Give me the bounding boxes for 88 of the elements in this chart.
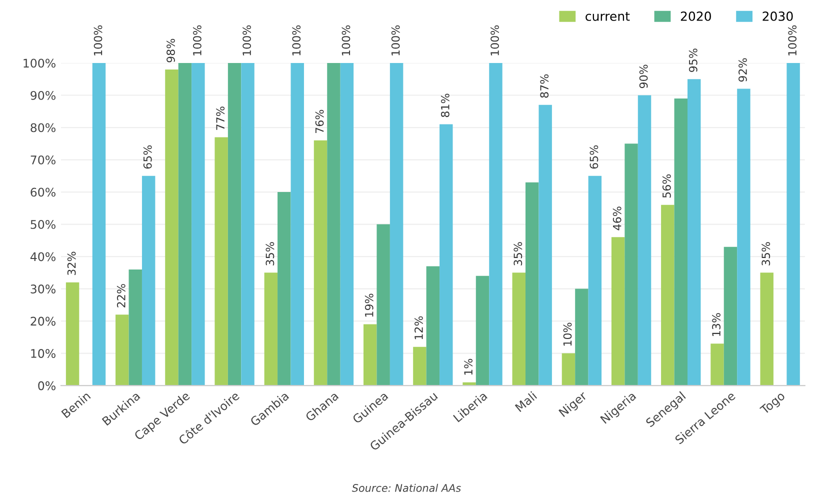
data-label: 100%: [342, 25, 350, 56]
data-label: 100%: [788, 25, 797, 56]
bar: [413, 346, 426, 386]
bar: [476, 276, 490, 386]
bar: [340, 63, 354, 386]
data-label: 22%: [116, 284, 126, 308]
x-tick-label: Togo: [759, 391, 787, 417]
y-tick-label: 100%: [24, 58, 56, 68]
data-label: 98%: [166, 38, 175, 62]
data-label: 10%: [563, 322, 572, 346]
y-tick-label: 30%: [30, 284, 56, 294]
bar: [178, 63, 192, 386]
y-tick-label: 40%: [30, 252, 56, 262]
bar: [624, 144, 638, 386]
bar: [278, 192, 291, 386]
y-tick-label: 20%: [30, 316, 56, 326]
bar: [92, 63, 106, 386]
data-label: 76%: [315, 110, 324, 134]
bar: [363, 324, 377, 386]
bar: [512, 272, 526, 386]
data-label: 100%: [193, 25, 202, 56]
bar: [638, 95, 652, 386]
data-label: 56%: [662, 174, 671, 198]
bar: [66, 282, 80, 386]
data-label: 65%: [143, 145, 152, 169]
data-label: 95%: [688, 48, 698, 72]
data-label: 19%: [364, 294, 374, 317]
data-label: 35%: [266, 242, 274, 266]
y-tick-label: 80%: [30, 123, 56, 132]
bar: [724, 246, 738, 386]
data-label: 100%: [391, 25, 400, 56]
data-label: 13%: [712, 313, 720, 336]
data-label: 87%: [540, 74, 549, 98]
legend-label: current: [586, 12, 630, 21]
bar: [525, 182, 539, 386]
data-label: 46%: [612, 206, 622, 230]
data-label: 100%: [94, 25, 102, 56]
data-label: 35%: [514, 242, 522, 266]
data-label: 1%: [464, 358, 473, 375]
bar: [562, 353, 576, 386]
y-tick-label: 70%: [30, 155, 56, 164]
data-label: 81%: [440, 94, 450, 118]
bar: [661, 204, 674, 386]
bar: [688, 79, 701, 386]
bar: [575, 288, 588, 386]
bar: [165, 69, 178, 386]
data-label: 90%: [639, 64, 648, 88]
y-tick-label: 60%: [30, 188, 56, 197]
data-label: 35%: [762, 242, 770, 266]
bar: [760, 272, 774, 386]
bar: [786, 63, 800, 386]
y-tick-label: 50%: [30, 220, 56, 229]
data-label: 77%: [216, 106, 225, 130]
data-label: 100%: [490, 25, 499, 56]
y-tick-label: 0%: [38, 381, 56, 390]
bar: [710, 344, 724, 386]
bar: [264, 272, 278, 386]
bar: [611, 237, 625, 386]
bar: [142, 176, 156, 386]
bar: [128, 269, 142, 386]
bar: [327, 63, 340, 386]
bar: [440, 124, 453, 386]
bar: [314, 140, 328, 386]
bar: [228, 63, 242, 386]
bar: [116, 314, 129, 386]
data-label: 65%: [590, 145, 598, 169]
data-label: 12%: [414, 316, 423, 340]
data-label: 100%: [292, 25, 301, 56]
bar: [192, 63, 205, 386]
data-label: 100%: [242, 25, 251, 56]
bar: [538, 104, 552, 386]
source-note: Source: National AAs: [352, 484, 461, 492]
bar: [390, 63, 404, 386]
bar: [214, 137, 228, 386]
data-label: 32%: [67, 252, 76, 276]
y-tick-label: 90%: [30, 90, 56, 100]
bar: [376, 224, 390, 386]
bar: [241, 63, 254, 386]
bar: [588, 176, 602, 386]
bar: [674, 98, 688, 386]
data-label: 92%: [738, 58, 747, 82]
y-tick-label: 10%: [31, 349, 56, 358]
legend-label: 2030: [762, 11, 793, 21]
bar: [290, 63, 304, 386]
bar: [737, 88, 750, 386]
bar: [489, 63, 502, 386]
legend-label: 2020: [680, 11, 711, 21]
bar: [426, 266, 440, 386]
